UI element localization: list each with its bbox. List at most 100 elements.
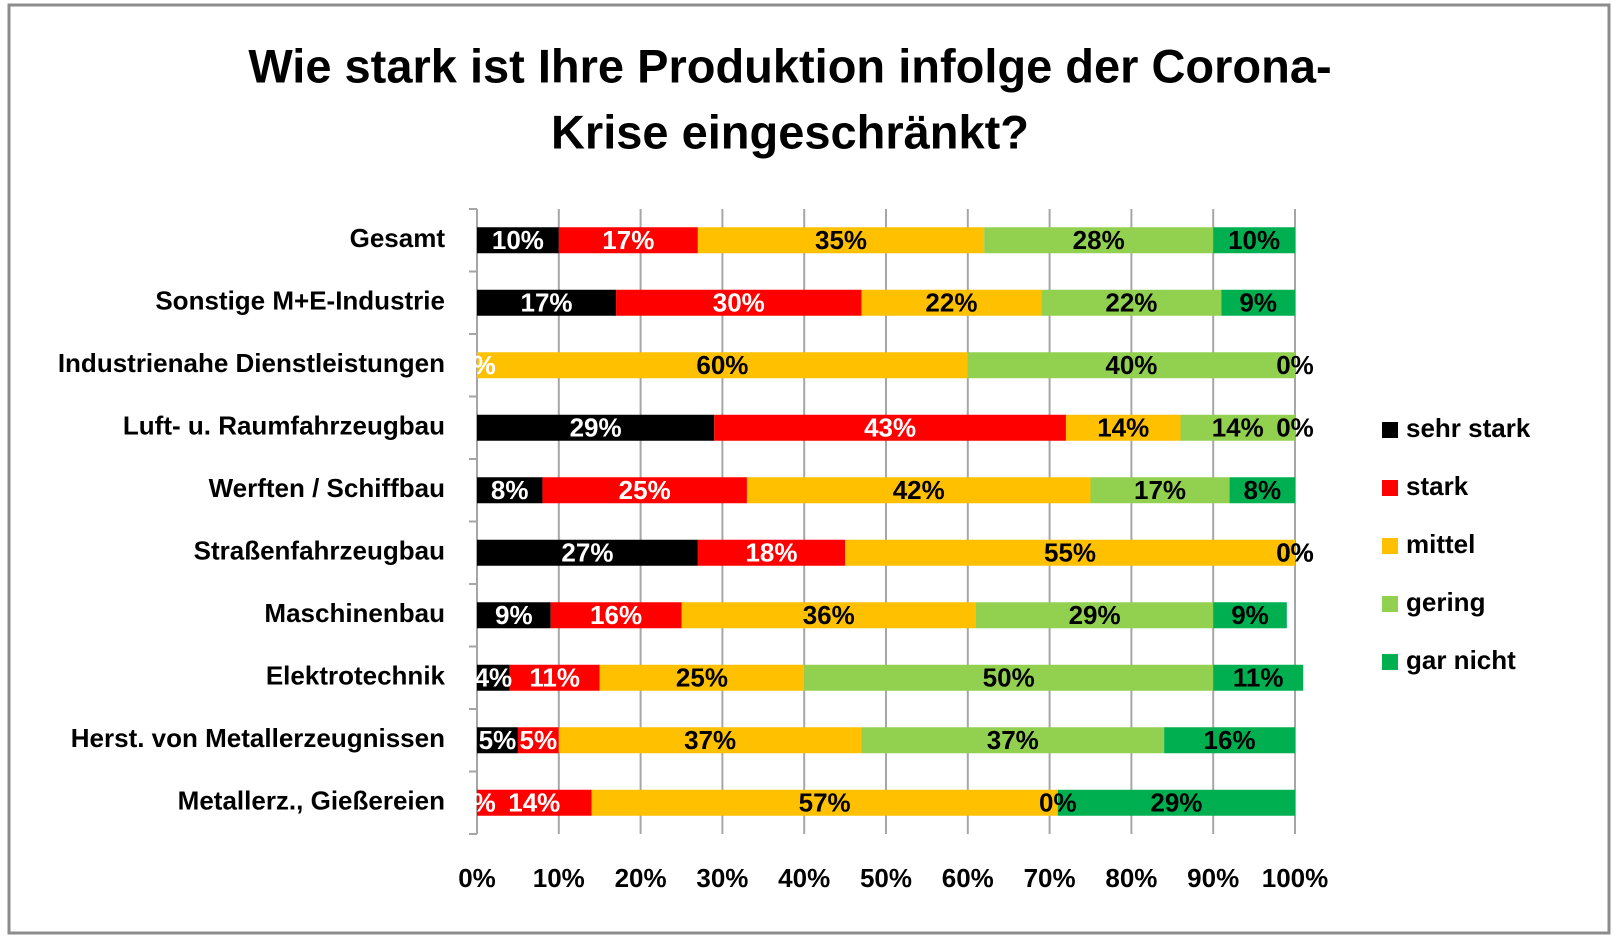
data-label: 30% <box>713 288 765 318</box>
bar-segment <box>558 227 698 254</box>
data-label: 0% <box>1039 788 1077 818</box>
data-label: 14% <box>1212 413 1264 443</box>
data-label: 5% <box>479 725 517 755</box>
data-label: 9% <box>1231 600 1269 630</box>
bar-segment <box>477 539 698 566</box>
bar-segment <box>681 602 976 629</box>
bar-segment <box>542 477 747 504</box>
bar-segment <box>861 727 1165 754</box>
data-label: 17% <box>521 288 573 318</box>
y-tick-label: Metallerz., Gießereien <box>178 786 445 816</box>
y-tick-label: Industrienahe Dienstleistungen <box>58 348 445 378</box>
data-label: 37% <box>684 725 736 755</box>
data-label: 25% <box>619 475 671 505</box>
bar-segment <box>1213 664 1304 691</box>
data-label: 4% <box>475 663 513 693</box>
data-label: 60% <box>696 350 748 380</box>
x-tick-label: 70% <box>1024 863 1076 893</box>
bar-segment <box>477 289 617 316</box>
bar-segment <box>984 227 1214 254</box>
bar-segment <box>509 664 600 691</box>
bar-segment <box>1221 289 1295 316</box>
data-label: 0% <box>1276 350 1314 380</box>
data-label: 37% <box>987 725 1039 755</box>
y-tick-label: Gesamt <box>350 223 446 253</box>
x-tick-label: 0% <box>458 863 496 893</box>
data-label: 57% <box>799 788 851 818</box>
chart-title: Wie stark ist Ihre Produktion infolge de… <box>248 39 1331 92</box>
bar-segment <box>517 727 559 754</box>
data-label: 16% <box>1204 725 1256 755</box>
legend-label: mittel <box>1406 529 1475 559</box>
x-tick-label: 40% <box>778 863 830 893</box>
bar-segment <box>1041 289 1222 316</box>
data-label: 9% <box>1239 288 1277 318</box>
bar-segment <box>975 602 1214 629</box>
bar-segment <box>477 789 592 816</box>
legend-label: gering <box>1406 587 1485 617</box>
y-tick-label: Sonstige M+E-Industrie <box>155 286 445 316</box>
data-label: 22% <box>1105 288 1157 318</box>
data-label: 18% <box>745 538 797 568</box>
data-label: 11% <box>1233 663 1284 693</box>
x-tick-label: 60% <box>942 863 994 893</box>
data-label: 22% <box>925 288 977 318</box>
data-label: 29% <box>1069 600 1121 630</box>
bar-segment <box>591 789 1058 816</box>
data-label: 29% <box>570 413 622 443</box>
data-label: 0% <box>458 350 496 380</box>
data-label: 17% <box>602 225 654 255</box>
data-label: 0% <box>458 788 496 818</box>
bar-segment <box>616 289 862 316</box>
bar-segment <box>477 664 510 691</box>
data-label: 43% <box>864 413 916 443</box>
bar-segment <box>1164 727 1295 754</box>
bar-segment <box>714 414 1066 441</box>
data-label: 0% <box>1276 538 1314 568</box>
x-tick-label: 50% <box>860 863 912 893</box>
y-tick-label: Elektrotechnik <box>266 661 446 691</box>
bar-segment <box>477 227 559 254</box>
data-label: 25% <box>676 663 728 693</box>
y-tick-label: Straßenfahrzeugbau <box>194 536 445 566</box>
bar-segment <box>550 602 682 629</box>
bar-segment <box>1090 477 1230 504</box>
y-tick-label: Herst. von Metallerzeugnissen <box>71 723 445 753</box>
data-label: 17% <box>1134 475 1186 505</box>
bar-segment <box>477 477 543 504</box>
data-label: 35% <box>815 225 867 255</box>
x-tick-label: 90% <box>1187 863 1239 893</box>
bar-segment <box>1180 414 1295 441</box>
bar-segment <box>967 352 1295 379</box>
bar-segment <box>477 352 968 379</box>
bar-segment <box>804 664 1214 691</box>
legend-swatch <box>1382 538 1398 554</box>
data-label: 5% <box>520 725 558 755</box>
data-label: 11% <box>529 663 580 693</box>
data-label: 0% <box>458 350 496 380</box>
data-label: 42% <box>893 475 945 505</box>
bar-segment <box>1213 602 1287 629</box>
bar-segment <box>477 602 551 629</box>
chart-frame <box>7 3 1611 935</box>
legend-swatch <box>1382 596 1398 612</box>
data-label: 55% <box>1044 538 1096 568</box>
bar-segment <box>477 414 715 441</box>
x-tick-label: 80% <box>1105 863 1157 893</box>
y-tick-label: Maschinenbau <box>264 598 445 628</box>
x-tick-label: 30% <box>696 863 748 893</box>
data-label: 36% <box>803 600 855 630</box>
data-label: 0% <box>1276 413 1314 443</box>
data-label: 8% <box>491 475 529 505</box>
x-tick-label: 20% <box>615 863 667 893</box>
bar-segment <box>746 477 1091 504</box>
data-label: 40% <box>1105 350 1157 380</box>
legend-swatch <box>1382 480 1398 496</box>
legend-swatch <box>1382 422 1398 438</box>
legend-label: stark <box>1406 471 1469 501</box>
bar-segment <box>1057 789 1295 816</box>
bar-segment <box>1213 227 1295 254</box>
x-tick-label: 10% <box>533 863 585 893</box>
data-label: 14% <box>508 788 560 818</box>
